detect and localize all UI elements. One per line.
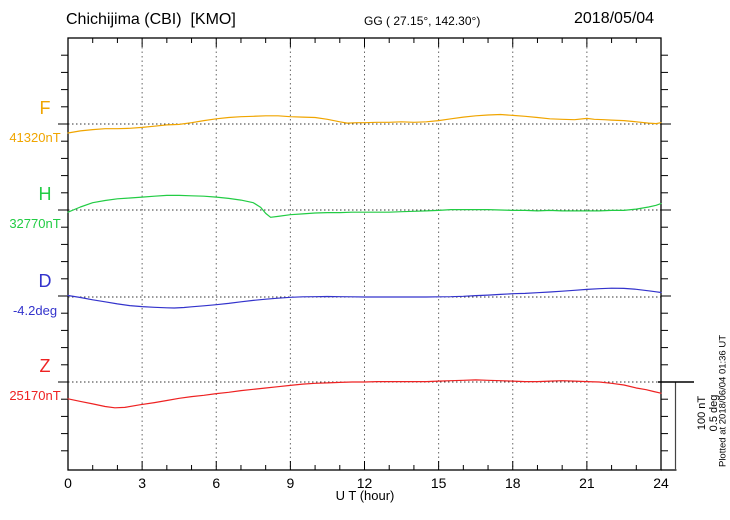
series-D-line	[67, 287, 662, 309]
plot-frame	[67, 37, 662, 471]
scalebar-labels: 100 nT 0.5 deg	[696, 395, 720, 432]
component-letter-H: H	[38, 184, 52, 204]
x-tick-label-3: 3	[138, 475, 147, 491]
x-tick-label-18: 18	[504, 475, 521, 491]
x-tick-label-12: 12	[356, 475, 373, 491]
x-tick-label-15: 15	[430, 475, 447, 491]
geographic-coordinates: GG ( 27.15°, 142.30°)	[364, 14, 481, 28]
component-letter-Z: Z	[39, 356, 51, 376]
station-title: Chichijima (CBI) [KMO]	[66, 11, 236, 28]
x-axis-title: U T (hour)	[335, 488, 395, 503]
series-F-line	[67, 113, 662, 134]
series-H-line	[67, 194, 662, 218]
component-ref-D: -4.2deg	[12, 303, 58, 318]
x-tick-label-6: 6	[212, 475, 221, 491]
observation-date: 2018/05/04	[574, 10, 655, 27]
plotted-timestamp: Plotted at 2018/06/04 01:36 UT	[717, 334, 729, 468]
component-letter-D: D	[38, 271, 52, 291]
component-ref-Z: 25170nT	[9, 388, 61, 403]
x-tick-label-21: 21	[579, 475, 595, 491]
component-letter-F: F	[39, 98, 51, 118]
scalebar-label-nt: 100 nT	[696, 395, 708, 431]
component-ref-F: 41320nT	[9, 130, 61, 145]
x-tick-label-0: 0	[64, 475, 72, 491]
series-Z-line	[67, 379, 662, 409]
x-tick-label-24: 24	[653, 475, 669, 491]
x-tick-label-9: 9	[286, 475, 295, 491]
component-ref-H: 32770nT	[9, 216, 61, 231]
